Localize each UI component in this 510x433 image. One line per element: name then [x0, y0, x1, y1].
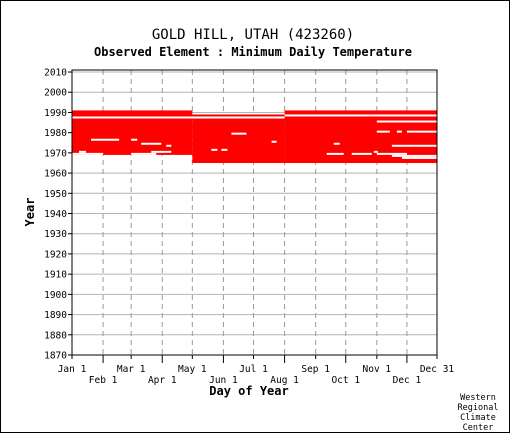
y-tick-label-1880: 1880: [44, 330, 67, 341]
x-tick-label-apr-1: Apr 1: [148, 375, 177, 386]
y-tick-label-1890: 1890: [44, 310, 67, 321]
x-tick-label-aug-1: Aug 1: [270, 375, 299, 386]
missing-data-gap-13: [391, 144, 437, 147]
x-tick-label-oct-1: Oct 1: [331, 375, 360, 386]
missing-data-gap-7: [231, 132, 247, 135]
y-tick-label-1920: 1920: [44, 249, 67, 260]
missing-data-gap-21: [131, 152, 157, 155]
x-tick-label-jan-1: Jan 1: [58, 364, 87, 375]
y-axis: 1870 1880 1890 1900 1910 1920 1930 1940 1950 1960…: [44, 68, 72, 362]
y-tick-label-1960: 1960: [44, 169, 67, 180]
x-tick-label-jul-1: Jul 1: [239, 364, 268, 375]
missing-data-gap-10: [271, 140, 277, 143]
y-tick-label-1900: 1900: [44, 290, 67, 301]
x-tick-label-dec-31: Dec 31: [420, 364, 455, 375]
missing-data-gap-9: [131, 138, 138, 141]
missing-data-gap-26: [401, 156, 437, 159]
y-tick-label-2000: 2000: [44, 88, 67, 99]
credit-line-2: Regional: [458, 403, 499, 413]
chart-subtitle: Observed Element : Minimum Daily Tempera…: [94, 45, 412, 59]
missing-data-gap-11: [141, 142, 162, 145]
y-tick-label-1980: 1980: [44, 128, 67, 139]
x-axis-label: Day of Year: [209, 384, 288, 398]
x-tick-label-jun-1: Jun 1: [209, 375, 238, 386]
y-tick-label-1990: 1990: [44, 108, 67, 119]
x-axis: Jan 1 Mar 1 May 1 Jul 1 Sep 1 Nov 1 Dec 31 Feb …: [58, 355, 455, 386]
missing-data-gap-4: [376, 130, 390, 133]
x-tick-label-dec-1: Dec 1: [393, 375, 422, 386]
missing-data-gap-3: [376, 120, 437, 123]
plot-border: [71, 69, 438, 356]
missing-data-gap-19: [373, 150, 378, 153]
missing-data-gap-20: [72, 152, 104, 155]
missing-data-gap-15: [211, 148, 218, 151]
chart-title: GOLD HILL, UTAH (423260): [152, 27, 354, 43]
credit-line-1: Western: [460, 393, 496, 403]
missing-data-gap-6: [406, 130, 437, 133]
y-tick-label-1970: 1970: [44, 148, 67, 159]
credit-line-4: Center: [463, 423, 494, 432]
y-tick-label-1930: 1930: [44, 229, 67, 240]
missing-data-gap-8: [91, 138, 120, 141]
missing-data-gap-23: [351, 152, 372, 155]
x-tick-label-sep-1: Sep 1: [301, 364, 330, 375]
missing-data-gap-24: [376, 152, 407, 155]
data-coverage-band-2: [192, 114, 285, 163]
y-tick-label-2010: 2010: [44, 68, 67, 79]
x-tick-label-may-1: May 1: [178, 364, 207, 375]
gap-layer: [72, 114, 437, 159]
y-tick-label-1870: 1870: [44, 351, 67, 362]
y-tick-label-1950: 1950: [44, 189, 67, 200]
missing-data-gap-18: [151, 150, 172, 153]
y-axis-label: Year: [23, 198, 37, 227]
x-tick-label-mar-1: Mar 1: [117, 364, 146, 375]
x-tick-label-nov-1: Nov 1: [363, 364, 392, 375]
missing-data-gap-14: [166, 144, 172, 147]
missing-data-gap-5: [396, 130, 402, 133]
missing-data-gap-16: [221, 148, 228, 151]
y-tick-label-1940: 1940: [44, 209, 67, 220]
missing-data-gap-17: [79, 150, 87, 153]
missing-data-gap-1: [72, 116, 285, 119]
missing-data-gap-12: [333, 142, 340, 145]
x-tick-label-feb-1: Feb 1: [89, 375, 118, 386]
missing-data-gap-22: [326, 152, 344, 155]
y-tick-label-1910: 1910: [44, 270, 67, 281]
missing-data-gap-2: [284, 114, 437, 117]
credit-line-3: Climate: [460, 413, 496, 423]
missing-data-gap-25: [391, 154, 437, 157]
